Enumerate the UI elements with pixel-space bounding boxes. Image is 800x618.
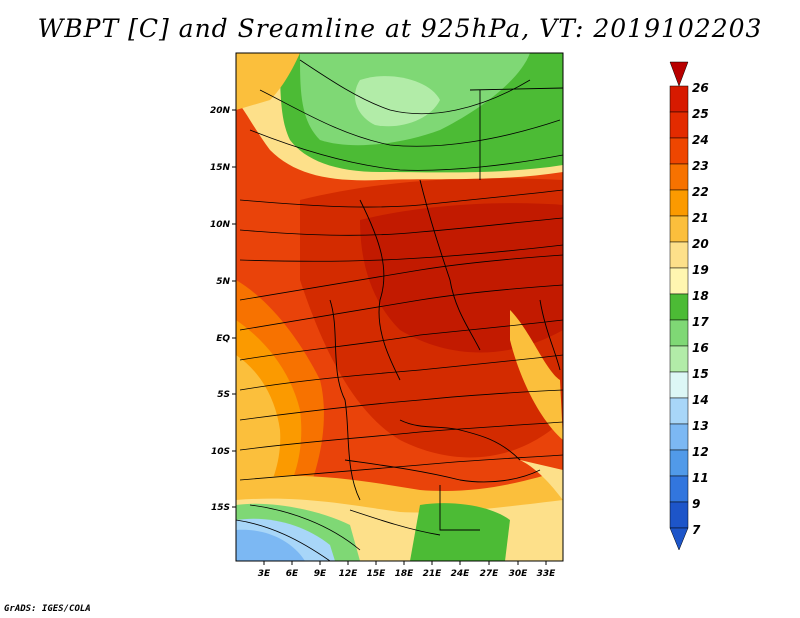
field-northwest (236, 53, 300, 110)
colorbar-label: 20 (692, 237, 709, 251)
colorbar-label: 15 (692, 367, 709, 381)
colorbar-labels: 26 25 24 23 22 21 20 19 18 17 16 15 14 1… (692, 81, 709, 537)
colorbar-swatch (669, 423, 689, 451)
map-title: WBPT [C] and Sreamline at 925hPa, VT: 20… (37, 14, 763, 43)
field-south-12 (236, 529, 305, 561)
colorbar-swatch (669, 319, 689, 347)
lon-label: 9E (314, 569, 327, 579)
colorbar-swatch (669, 449, 689, 477)
wbpt-field (236, 53, 563, 561)
colorbar-label: 16 (692, 341, 709, 355)
colorbar-top-arrow (669, 61, 689, 87)
lat-label: 5N (216, 277, 230, 287)
colorbar-label: 7 (692, 523, 701, 537)
field-east-highlands (510, 310, 563, 440)
colorbar-label: 13 (692, 419, 709, 433)
colorbar-swatch (669, 215, 689, 243)
colorbar-label: 17 (692, 315, 709, 329)
colorbar-boxes (669, 85, 689, 529)
colorbar: 26 25 24 23 22 21 20 19 18 17 16 15 14 1… (669, 61, 709, 551)
colorbar-swatch (669, 85, 689, 113)
lon-label: 3E (258, 569, 271, 579)
colorbar-label: 23 (692, 159, 709, 173)
lat-label: 10N (210, 220, 231, 230)
colorbar-swatch (669, 267, 689, 295)
colorbar-swatch (669, 345, 689, 373)
colorbar-swatch (669, 189, 689, 217)
lat-label: 15S (211, 503, 230, 513)
lon-label: 21E (423, 569, 443, 579)
lon-label: 6E (286, 569, 299, 579)
lat-label: EQ (216, 334, 230, 344)
field-south-green (410, 503, 510, 561)
colorbar-swatch (669, 397, 689, 425)
lon-label: 33E (537, 569, 557, 579)
colorbar-label: 18 (692, 289, 709, 303)
lon-label: 27E (480, 569, 500, 579)
colorbar-label: 25 (692, 107, 709, 121)
colorbar-label: 12 (692, 445, 709, 459)
colorbar-label: 22 (692, 185, 709, 199)
field-ocean-20 (236, 355, 281, 502)
colorbar-label: 14 (692, 393, 709, 407)
streamlines (236, 59, 563, 561)
colorbar-swatch (669, 163, 689, 191)
colorbar-swatch (669, 475, 689, 503)
lon-axis: 3E 6E 9E 12E 15E 18E 21E 24E 27E 30E 33E (258, 561, 556, 579)
colorbar-swatch (669, 293, 689, 321)
lat-axis: 20N 15N 10N 5N EQ 5S 10S 15S (210, 106, 236, 513)
colorbar-label: 19 (692, 263, 709, 277)
colorbar-swatch (669, 501, 689, 529)
colorbar-bottom-arrow (669, 527, 689, 551)
country-borders (329, 87, 563, 536)
colorbar-label: 26 (692, 81, 709, 95)
colorbar-swatch (669, 111, 689, 139)
colorbar-label: 24 (692, 133, 709, 147)
lat-label: 20N (210, 106, 231, 116)
colorbar-swatch (669, 371, 689, 399)
lon-label: 12E (339, 569, 359, 579)
lon-label: 24E (451, 569, 471, 579)
colorbar-label: 9 (692, 497, 700, 511)
lon-label: 30E (509, 569, 529, 579)
map-frame (235, 52, 564, 562)
lon-label: 18E (395, 569, 415, 579)
lat-label: 5S (217, 390, 230, 400)
colorbar-label: 11 (692, 471, 709, 485)
colorbar-label: 21 (692, 211, 709, 225)
colorbar-swatch (669, 137, 689, 165)
lon-label: 15E (367, 569, 387, 579)
lat-label: 10S (211, 447, 230, 457)
credit-label: GrADS: IGES/COLA (4, 604, 91, 614)
colorbar-swatch (669, 241, 689, 269)
lat-label: 15N (210, 163, 231, 173)
field-southeast (520, 460, 563, 500)
